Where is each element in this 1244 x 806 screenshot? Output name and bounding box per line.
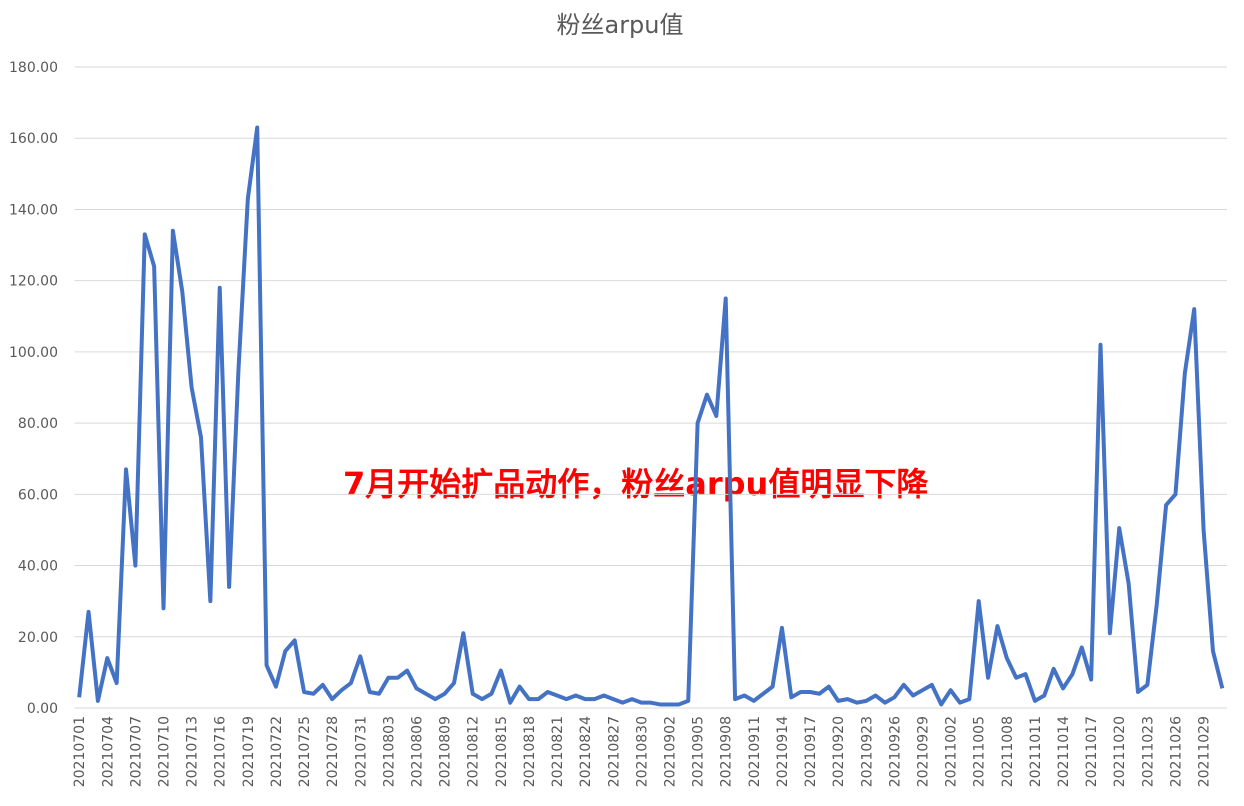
- x-tick-label: 20210731: [353, 716, 369, 787]
- y-tick-label: 0.00: [27, 701, 58, 717]
- x-tick-label: 20210923: [859, 716, 875, 787]
- x-tick-label: 20210920: [831, 716, 847, 787]
- y-tick-label: 80.00: [18, 416, 58, 432]
- x-tick-label: 20211026: [1168, 716, 1184, 787]
- x-tick-label: 20210902: [662, 716, 678, 787]
- x-tick-label: 20211017: [1084, 716, 1100, 787]
- x-tick-label: 20210812: [466, 716, 482, 787]
- y-tick-label: 100.00: [9, 345, 58, 361]
- x-tick-label: 20210803: [381, 716, 397, 787]
- y-tick-label: 20.00: [18, 630, 58, 646]
- x-tick-label: 20210824: [578, 716, 594, 787]
- x-tick-label: 20210806: [410, 716, 426, 787]
- x-tick-label: 20210815: [494, 716, 510, 787]
- x-tick-label: 20211005: [972, 716, 988, 787]
- x-tick-label: 20211023: [1140, 716, 1156, 787]
- x-tick-label: 20210905: [691, 716, 707, 787]
- x-tick-label: 20211029: [1197, 716, 1213, 787]
- x-tick-label: 20211002: [944, 716, 960, 787]
- x-tick-label: 20210809: [438, 716, 454, 787]
- x-tick-label: 20210716: [213, 716, 229, 787]
- x-tick-label: 20210818: [522, 716, 538, 787]
- y-tick-label: 40.00: [18, 559, 58, 575]
- x-tick-label: 20210908: [719, 716, 735, 787]
- x-tick-label: 20211011: [1028, 716, 1044, 787]
- x-tick-label: 20210701: [72, 716, 88, 787]
- x-tick-label: 20210821: [550, 716, 566, 787]
- x-tick-label: 20211014: [1056, 716, 1072, 787]
- x-tick-label: 20210917: [803, 716, 819, 787]
- y-tick-label: 120.00: [9, 274, 58, 290]
- y-tick-label: 160.00: [9, 131, 58, 147]
- y-tick-label: 180.00: [9, 60, 58, 76]
- x-tick-label: 20210710: [157, 716, 173, 787]
- x-tick-label: 20210911: [747, 716, 763, 787]
- x-tick-label: 20210728: [325, 716, 341, 787]
- x-tick-label: 20210719: [241, 716, 257, 787]
- x-tick-label: 20210914: [775, 716, 791, 787]
- x-tick-label: 20210704: [100, 716, 116, 787]
- x-tick-label: 20210929: [915, 716, 931, 787]
- y-tick-label: 60.00: [18, 487, 58, 503]
- x-tick-label: 20210707: [128, 716, 144, 787]
- line-series: [77, 125, 1225, 707]
- x-tick-label: 20211008: [1000, 716, 1016, 787]
- x-tick-label: 20210830: [634, 716, 650, 787]
- annotation: 7月开始扩品动作，粉丝arpu值明显下降: [343, 465, 929, 503]
- x-tick-label: 20210827: [606, 716, 622, 787]
- x-tick-label: 20211020: [1112, 716, 1128, 787]
- x-tick-label: 20210725: [297, 716, 313, 787]
- x-tick-label: 20210713: [185, 716, 201, 787]
- x-tick-label: 20210926: [887, 716, 903, 787]
- y-tick-label: 140.00: [9, 202, 58, 218]
- chart-title: 粉丝arpu值: [556, 11, 683, 39]
- x-tick-label: 20210722: [269, 716, 285, 787]
